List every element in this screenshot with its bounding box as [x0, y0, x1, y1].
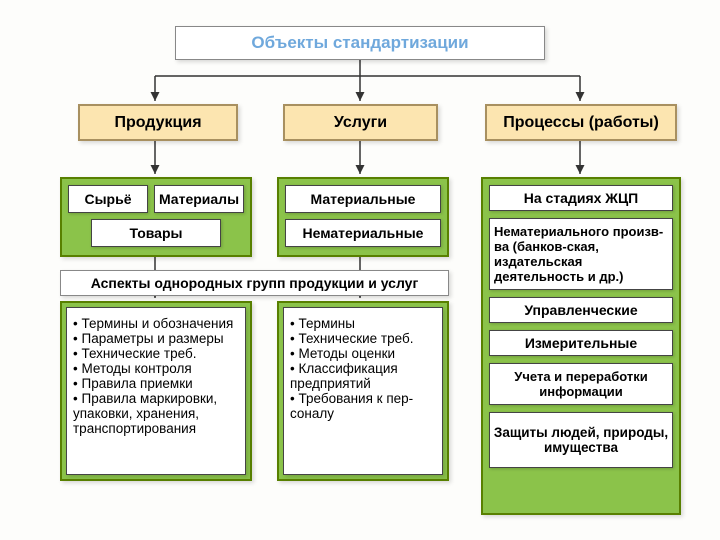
prod-aspects-list: Термины и обозначенияПараметры и размеры… [66, 307, 246, 475]
title-text: Объекты стандартизации [251, 33, 468, 53]
list-item: Термины [290, 316, 436, 331]
prod-aspects-panel: Термины и обозначенияПараметры и размеры… [60, 301, 252, 481]
sub-stadii: На стадиях ЖЦП [489, 185, 673, 211]
list-item: Технические треб. [290, 331, 436, 346]
sub-zashita: Защиты людей, природы, имущества [489, 412, 673, 468]
sub-materialnye: Материальные [285, 185, 441, 213]
aspects-header-text: Аспекты однородных групп продукции и усл… [91, 275, 419, 291]
list-item: Правила приемки [73, 376, 239, 391]
serv-aspects-panel: ТерминыТехнические треб.Методы оценкиКла… [277, 301, 449, 481]
list-item: Технические треб. [73, 346, 239, 361]
list-item: Методы контроля [73, 361, 239, 376]
cat-processy-label: Процессы (работы) [503, 114, 659, 132]
list-item: Методы оценки [290, 346, 436, 361]
serv-aspects-list: ТерминыТехнические треб.Методы оценкиКла… [283, 307, 443, 475]
sub-uprav: Управленческие [489, 297, 673, 323]
list-item: Параметры и размеры [73, 331, 239, 346]
cat-processy: Процессы (работы) [485, 104, 677, 141]
sub-nematerialnye: Нематериальные [285, 219, 441, 247]
sub-izmer: Измерительные [489, 330, 673, 356]
title-box: Объекты стандартизации [175, 26, 545, 60]
serv-green-panel: Материальные Нематериальные [277, 177, 449, 257]
cat-produkciya-label: Продукция [114, 114, 201, 132]
cat-uslugi: Услуги [283, 104, 438, 141]
sub-nemat-proizv: Нематериального произв-ва (банков-ская, … [489, 218, 673, 290]
sub-materialy: Материалы [154, 185, 244, 213]
list-item: Классификация предприятий [290, 361, 436, 391]
sub-tovary: Товары [91, 219, 221, 247]
proc-green-panel: На стадиях ЖЦП Нематериального произв-ва… [481, 177, 681, 515]
cat-uslugi-label: Услуги [334, 114, 387, 132]
list-item: Требования к пер-соналу [290, 391, 436, 421]
list-item: Правила маркировки, упаковки, хранения, … [73, 391, 239, 436]
cat-produkciya: Продукция [78, 104, 238, 141]
sub-syrye: Сырьё [68, 185, 148, 213]
prod-green-panel: Сырьё Материалы Товары [60, 177, 252, 257]
sub-uchet: Учета и переработки информации [489, 363, 673, 405]
list-item: Термины и обозначения [73, 316, 239, 331]
aspects-header: Аспекты однородных групп продукции и усл… [60, 270, 449, 296]
